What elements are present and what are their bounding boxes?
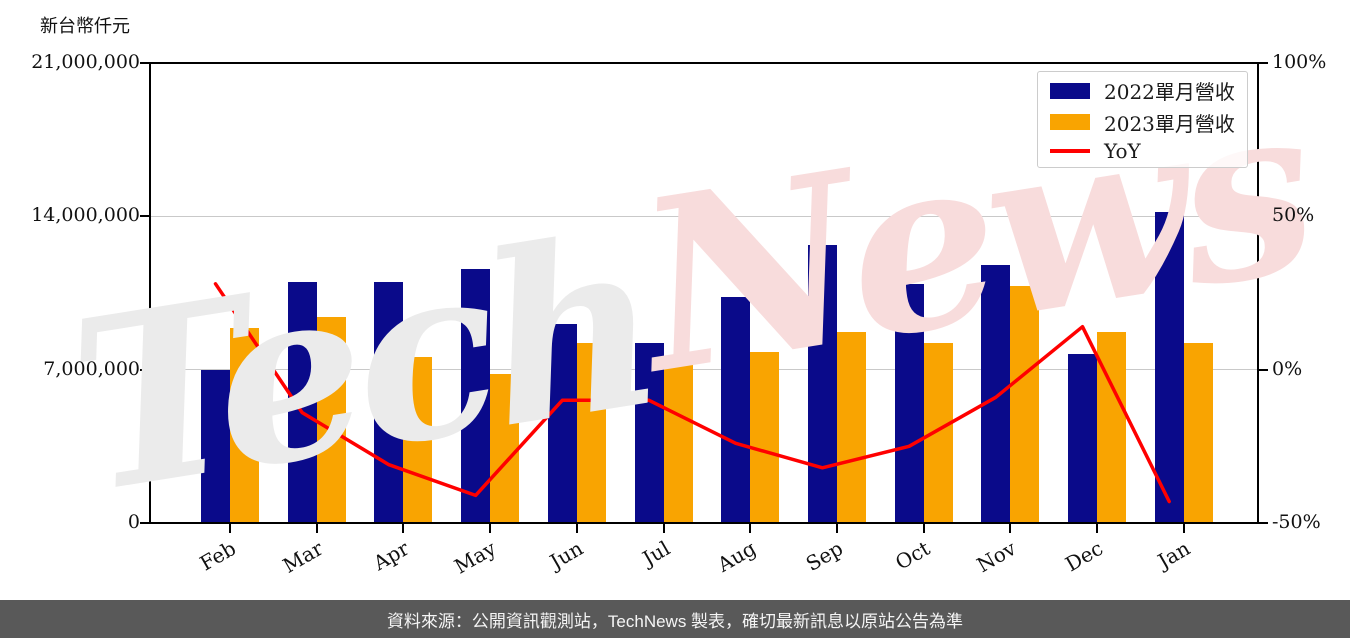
right-axis-tick-label: 50% (1272, 204, 1315, 227)
x-axis-tick (922, 523, 925, 533)
bar-2023單月營收-Jun (576, 343, 606, 523)
x-axis-tick (1009, 523, 1012, 533)
bar-2023單月營收-Aug (750, 352, 780, 523)
left-axis-tick-label: 14,000,000 (31, 204, 140, 227)
bar-2023單月營收-Jul (663, 360, 693, 523)
legend-swatch-line (1050, 148, 1090, 153)
x-axis-tick (489, 523, 492, 533)
bar-2022單月營收-Jul (634, 343, 664, 523)
right-axis-tick (1258, 215, 1268, 218)
x-axis-tick (229, 523, 231, 533)
x-axis-tick (662, 523, 665, 533)
bar-2022單月營收-Jan (1154, 211, 1184, 523)
bar-2022單月營收-Sep (807, 244, 837, 523)
right-axis-tick (1258, 368, 1268, 371)
legend-item: YoY (1050, 139, 1247, 163)
bar-2023單月營收-Oct (923, 343, 953, 523)
bar-2023單月營收-May (490, 374, 520, 523)
right-axis-tick-label: 100% (1272, 51, 1327, 73)
right-axis-tick-label: -50% (1272, 511, 1321, 533)
left-axis-tick-label: 21,000,000 (31, 51, 140, 73)
legend-label: 2023單月營收 (1104, 111, 1235, 136)
bar-2023單月營收-Mar (316, 317, 346, 523)
legend-label: YoY (1104, 138, 1141, 163)
x-axis-tick (575, 523, 578, 533)
right-axis-tick (1258, 522, 1268, 524)
x-axis-tick (835, 523, 838, 533)
bar-2022單月營收-Dec (1068, 354, 1097, 523)
bar-2023單月營收-Nov (1010, 286, 1040, 523)
footer-bar: 資料來源：公開資訊觀測站，TechNews 製表，確切最新訊息以原站公告為準 (0, 600, 1350, 638)
left-axis-tick-label: 7,000,000 (43, 357, 140, 380)
left-axis-tick (140, 522, 150, 524)
x-axis-tick (749, 523, 752, 533)
plot-area (140, 62, 1268, 533)
x-axis-tick (315, 523, 318, 533)
left-axis-tick (140, 62, 150, 64)
legend-label: 2022單月營收 (1104, 80, 1235, 105)
bar-2023單月營收-Jan (1183, 343, 1213, 523)
bar-2022單月營收-Mar (287, 282, 317, 523)
left-axis-title: 新台幣仟元 (40, 16, 130, 37)
bar-2022單月營收-Oct (894, 284, 924, 523)
bar-2022單月營收-May (461, 268, 491, 523)
legend-item: 2023單月營收 (1050, 108, 1247, 137)
right-axis-tick-label: 0% (1272, 357, 1303, 380)
bar-2022單月營收-Aug (721, 297, 751, 523)
bar-2023單月營收-Feb (230, 328, 259, 523)
bar-2022單月營收-Jun (547, 323, 577, 523)
footer-source-text: 資料來源：公開資訊觀測站，TechNews 製表，確切最新訊息以原站公告為準 (386, 611, 964, 631)
yoy-line-layer (213, 282, 1171, 504)
yoy-line (213, 282, 1171, 504)
legend-swatch-bar (1050, 82, 1090, 99)
bar-2022單月營收-Nov (981, 264, 1011, 523)
right-axis-tick (1258, 62, 1268, 64)
left-axis-tick-label: 0 (127, 511, 140, 533)
x-axis-tick (1182, 523, 1185, 533)
bar-2022單月營收-Feb (201, 369, 230, 523)
x-axis-tick (1096, 523, 1098, 533)
legend: 2022單月營收 2023單月營收 YoY (1037, 71, 1248, 168)
left-axis-tick (140, 368, 150, 371)
bar-2022單月營收-Apr (374, 282, 404, 523)
gridline (150, 215, 1258, 217)
bar-2023單月營收-Sep (836, 332, 866, 523)
left-axis-tick (140, 215, 150, 218)
legend-swatch-bar (1050, 114, 1090, 130)
gridline (150, 369, 1258, 371)
legend-item: 2022單月營收 (1050, 76, 1247, 105)
x-axis-tick (402, 523, 405, 533)
bar-2023單月營收-Apr (403, 356, 433, 523)
